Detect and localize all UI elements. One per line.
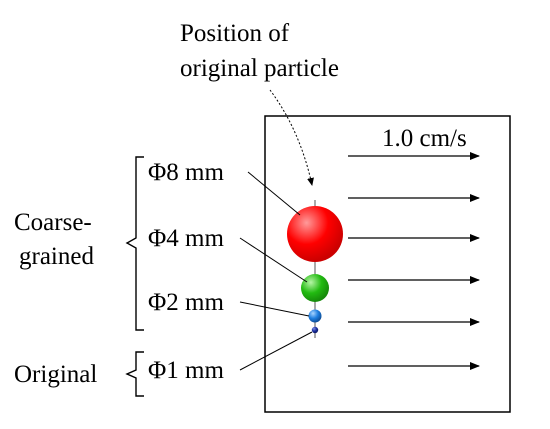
group-coarse-line1: Coarse- <box>14 209 92 236</box>
group-original: Original <box>14 361 97 388</box>
particle-1mm <box>311 326 319 334</box>
coarse-brace <box>125 156 144 331</box>
flow-arrows <box>348 152 480 370</box>
annotation-pointer <box>269 89 314 186</box>
group-coarse-line2: grained <box>19 243 94 270</box>
leader-4mm <box>239 237 308 283</box>
particle-label-8mm: Φ8 mm <box>148 159 224 186</box>
leader-1mm <box>239 331 313 371</box>
particle-label-4mm: Φ4 mm <box>148 225 224 252</box>
domain-frame <box>264 115 511 413</box>
particle-2mm <box>308 309 322 323</box>
original-brace <box>125 351 144 397</box>
annotation-line2: original particle <box>180 55 339 82</box>
annotation-line1: Position of <box>180 20 290 47</box>
particle-4mm <box>301 274 329 302</box>
leader-2mm <box>239 301 310 317</box>
velocity-label: 1.0 cm/s <box>382 125 467 152</box>
particle-label-2mm: Φ2 mm <box>148 289 224 316</box>
particle-label-1mm: Φ1 mm <box>148 357 224 384</box>
particle-8mm <box>287 206 343 262</box>
leader-8mm <box>247 171 301 216</box>
